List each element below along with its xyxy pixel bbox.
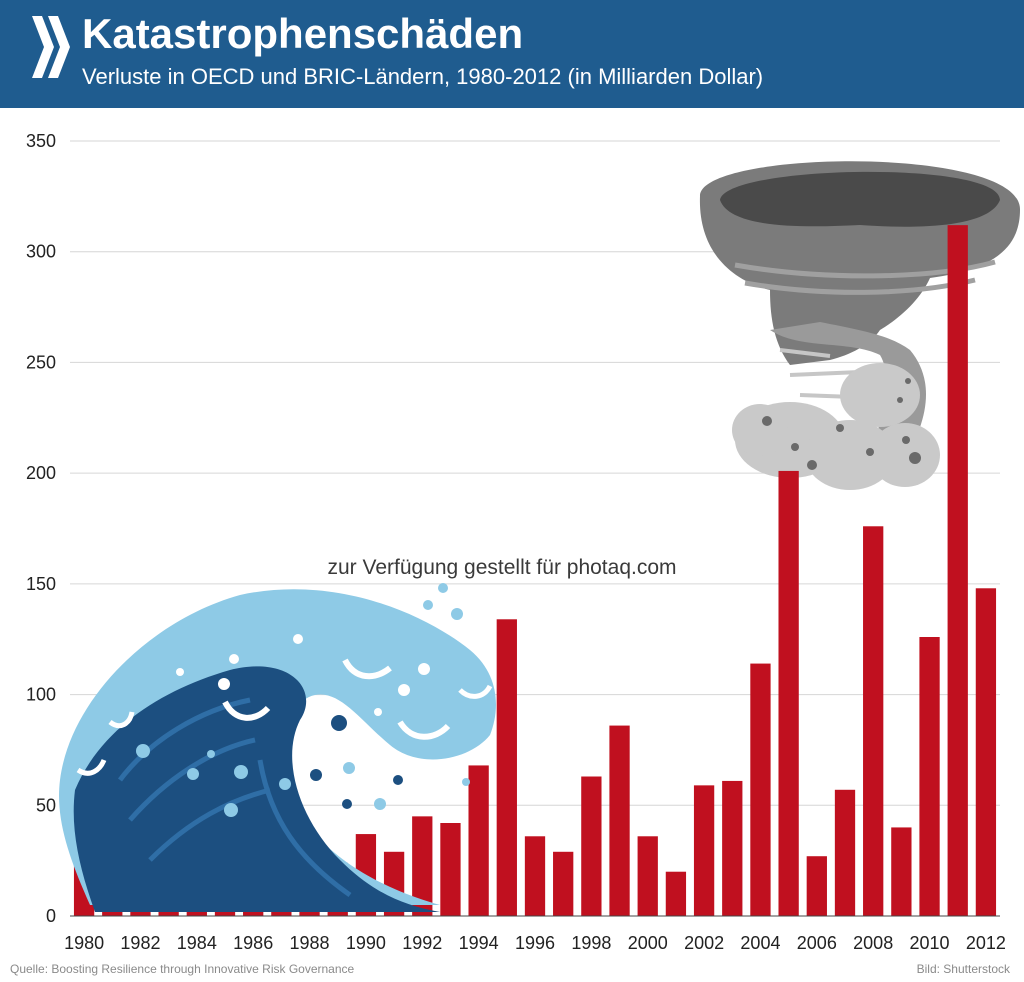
bar-2012: [975, 588, 997, 916]
bar-2005: [778, 470, 799, 916]
bar-1998: [581, 776, 602, 916]
x-tick-label: 2002: [684, 933, 724, 953]
x-tick-label: 2010: [910, 933, 950, 953]
x-tick-label: 1982: [120, 933, 160, 953]
y-tick-label: 350: [26, 131, 56, 151]
x-tick-label: 2004: [740, 933, 780, 953]
x-tick-label: 1998: [571, 933, 611, 953]
chart-title: Katastrophenschäden: [82, 10, 524, 57]
bar-2010: [919, 637, 940, 916]
bar-2002: [693, 785, 715, 916]
bar-2009: [891, 827, 912, 916]
x-tick-label: 2012: [966, 933, 1006, 953]
tsunami-wave-icon: [59, 583, 496, 912]
bar-2008: [863, 526, 884, 916]
bar-2003: [722, 780, 743, 916]
x-tick-label: 1990: [346, 933, 386, 953]
chart-subtitle: Verluste in OECD und BRIC-Ländern, 1980-…: [82, 64, 764, 89]
bar-1994: [468, 765, 489, 916]
x-tick-label: 1986: [233, 933, 273, 953]
image-credit: Bild: Shutterstock: [916, 962, 1010, 976]
y-tick-label: 300: [26, 242, 56, 262]
bar-1996: [524, 836, 546, 916]
bar-1997: [553, 851, 574, 916]
y-tick-label: 0: [46, 906, 56, 926]
x-tick-label: 1992: [402, 933, 442, 953]
y-tick-label: 100: [26, 685, 56, 705]
x-tick-label: 1980: [64, 933, 104, 953]
x-tick-label: 2000: [628, 933, 668, 953]
x-axis: 1980 1982 1984 1986 1988 1990 1992 1994 1996 1998…: [64, 915, 1006, 953]
bar-1995: [496, 619, 517, 916]
y-tick-label: 50: [36, 795, 56, 815]
bar-2000: [637, 836, 658, 916]
x-tick-label: 1996: [515, 933, 555, 953]
x-tick-label: 1994: [459, 933, 499, 953]
bar-2001: [665, 871, 687, 916]
y-axis: 0 50 100 150 200 250 300 350: [26, 131, 56, 926]
tornado-icon: [699, 161, 1021, 490]
source-note: Quelle: Boosting Resilience through Inno…: [10, 962, 355, 976]
bar-2004: [750, 663, 771, 916]
header-banner: Katastrophenschäden Verluste in OECD und…: [0, 0, 1024, 108]
chart-area: 0 50 100 150 200 250 300 350: [26, 131, 1021, 953]
oecd-chevron-logo: [32, 16, 70, 78]
bar-1993: [440, 823, 461, 916]
bar-2007: [834, 789, 856, 916]
watermark-text: zur Verfügung gestellt für photaq.com: [327, 556, 677, 579]
y-tick-label: 200: [26, 463, 56, 483]
bar-2011: [947, 225, 968, 917]
bar-1992: [412, 816, 433, 916]
y-tick-label: 250: [26, 352, 56, 372]
bar-2006: [806, 856, 827, 916]
x-tick-label: 2006: [797, 933, 837, 953]
bar-1999: [609, 725, 630, 916]
x-tick-label: 1984: [177, 933, 217, 953]
y-tick-label: 150: [26, 574, 56, 594]
x-tick-label: 2008: [853, 933, 893, 953]
x-tick-label: 1988: [290, 933, 330, 953]
